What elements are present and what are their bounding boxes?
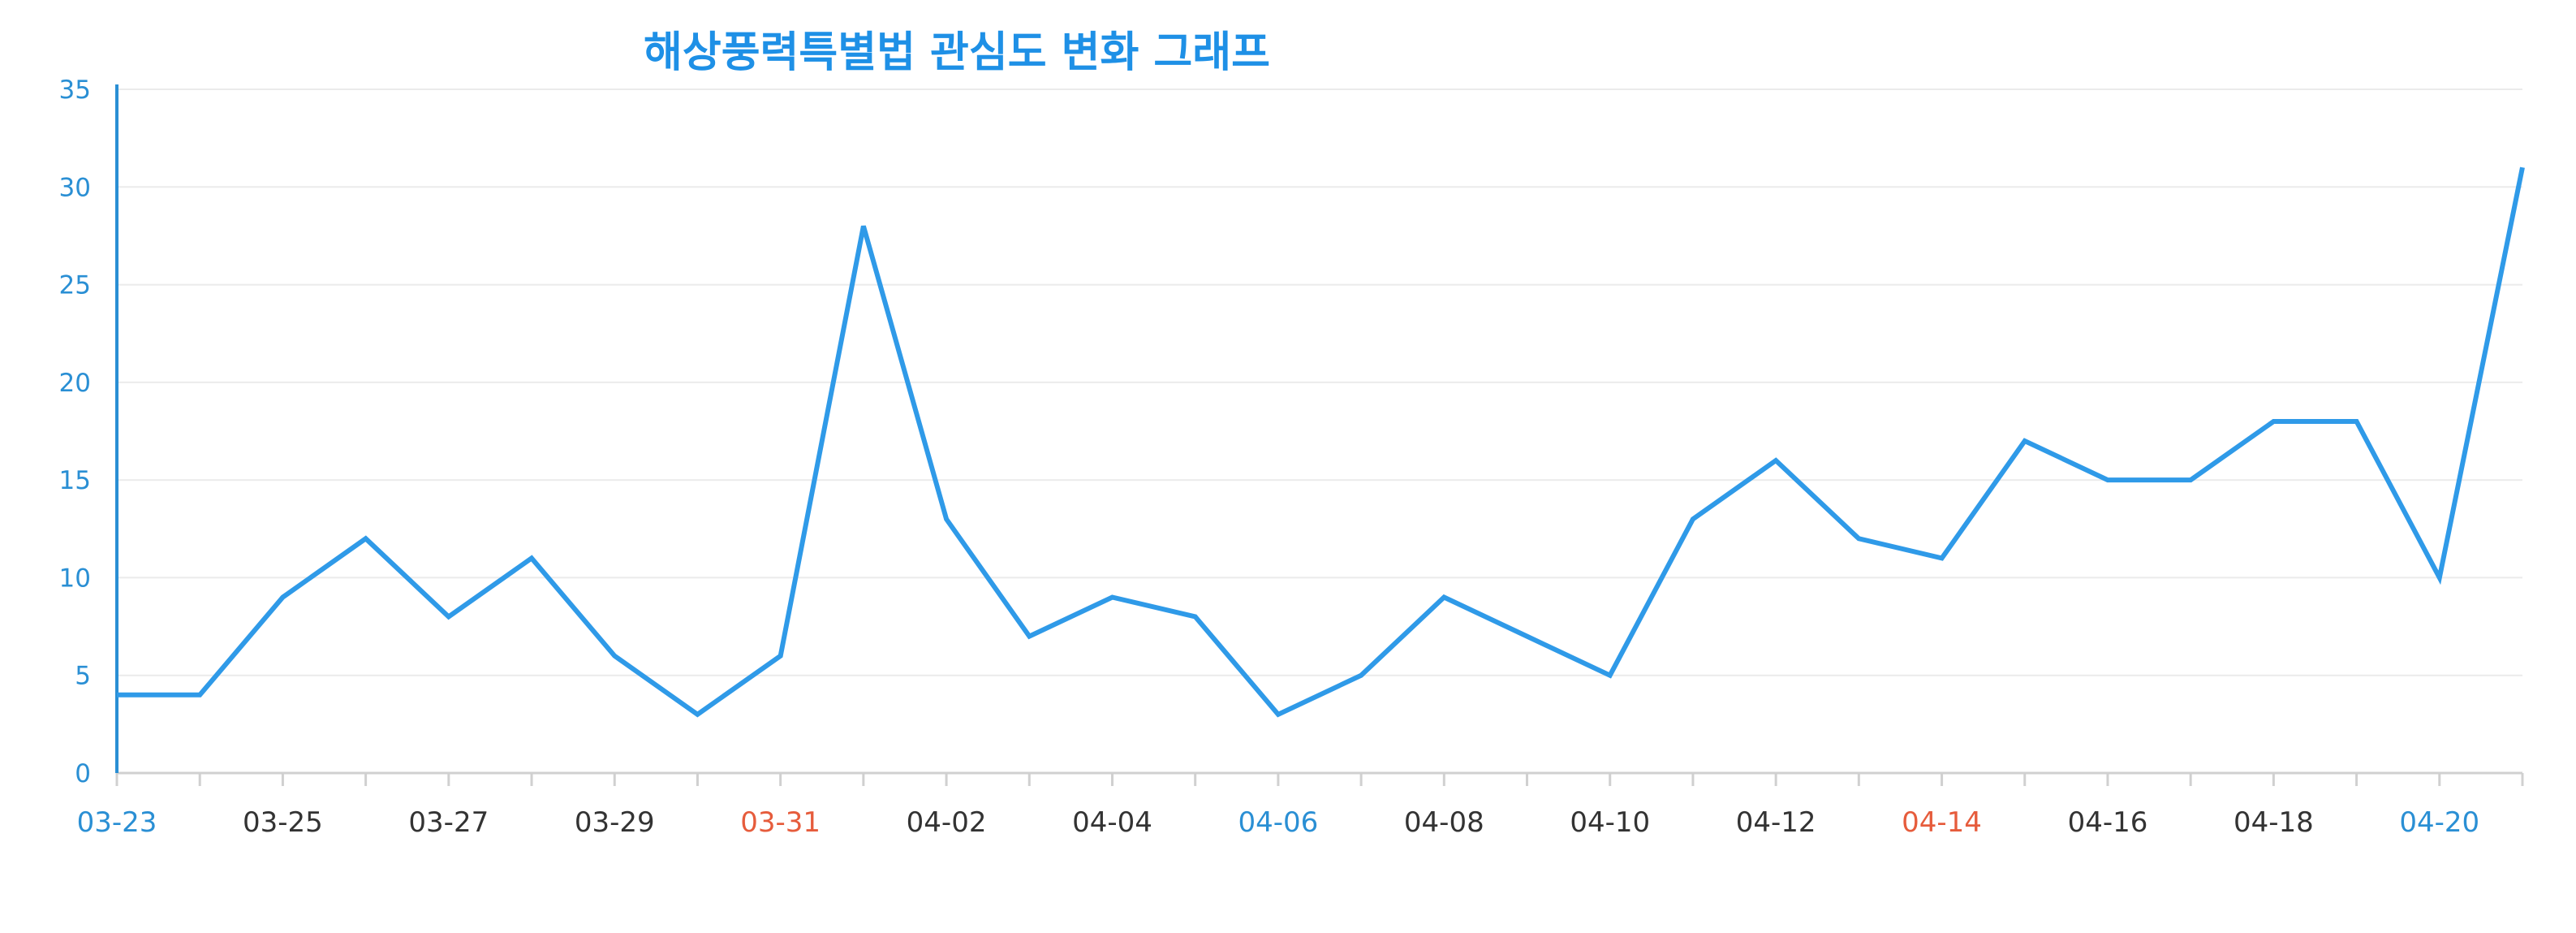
x-tick-label: 04-02 <box>907 806 987 839</box>
data-point <box>1691 516 1695 521</box>
x-tick-label: 04-16 <box>2068 806 2148 839</box>
y-tick-label: 35 <box>59 76 91 105</box>
data-point <box>2520 165 2525 170</box>
y-tick-label: 0 <box>75 759 91 788</box>
data-point <box>861 223 866 228</box>
gridlines <box>117 89 2522 676</box>
axes <box>115 84 2524 786</box>
data-point <box>197 693 202 698</box>
chart-title: 해상풍력특별법 관심도 변화 그래프 <box>644 28 1270 77</box>
x-tick-label: 04-04 <box>1072 806 1152 839</box>
data-point <box>280 594 285 599</box>
data-point <box>1276 712 1281 717</box>
x-tick-label: 04-06 <box>1238 806 1318 839</box>
x-tick-label: 04-10 <box>1570 806 1650 839</box>
data-point <box>1773 458 1778 463</box>
x-tick-label: 03-29 <box>575 806 655 839</box>
data-point <box>2437 575 2442 580</box>
y-tick-label: 30 <box>59 173 91 202</box>
x-tick-label: 03-23 <box>77 806 157 839</box>
data-point <box>2271 419 2276 424</box>
data-point <box>2022 438 2027 443</box>
x-tick-label: 04-12 <box>1736 806 1816 839</box>
data-point <box>778 654 783 659</box>
y-tick-label: 25 <box>59 271 91 300</box>
data-point <box>364 536 368 541</box>
data-point <box>529 555 534 560</box>
data-point <box>2354 419 2359 424</box>
data-point <box>1109 594 1114 599</box>
data-point <box>1525 634 1530 639</box>
y-tick-label: 5 <box>75 662 91 691</box>
y-tick-label: 10 <box>59 564 91 593</box>
data-point <box>2188 477 2193 482</box>
data-point <box>695 712 700 717</box>
x-tick-label: 03-27 <box>408 806 489 839</box>
data-point <box>612 654 617 659</box>
x-tick-label: 04-14 <box>1902 806 1982 839</box>
data-point <box>2105 477 2110 482</box>
x-tick-label: 04-18 <box>2234 806 2314 839</box>
x-tick-label: 04-20 <box>2399 806 2479 839</box>
data-point <box>1608 673 1613 678</box>
data-point <box>1193 615 1198 620</box>
y-axis-ticks: 0 5 10 15 20 25 30 35 <box>59 76 91 788</box>
x-axis-ticks: 03-23 03-25 03-27 03-29 03-31 04-02 04-04 04-06… <box>77 806 2480 839</box>
data-point <box>1441 594 1446 599</box>
data-point <box>944 516 949 521</box>
y-tick-label: 20 <box>59 369 91 398</box>
x-tick-label: 04-08 <box>1404 806 1484 839</box>
x-tick-label: 03-25 <box>243 806 323 839</box>
data-point <box>1359 673 1363 678</box>
series-line <box>117 166 2525 718</box>
series-layer <box>114 165 2525 718</box>
x-tick-label: 03-31 <box>740 806 821 839</box>
y-tick-label: 15 <box>59 466 91 495</box>
data-point <box>1856 536 1861 541</box>
data-point <box>1027 634 1032 639</box>
data-point <box>1940 555 1945 560</box>
data-point <box>446 615 451 620</box>
data-point <box>114 693 119 698</box>
